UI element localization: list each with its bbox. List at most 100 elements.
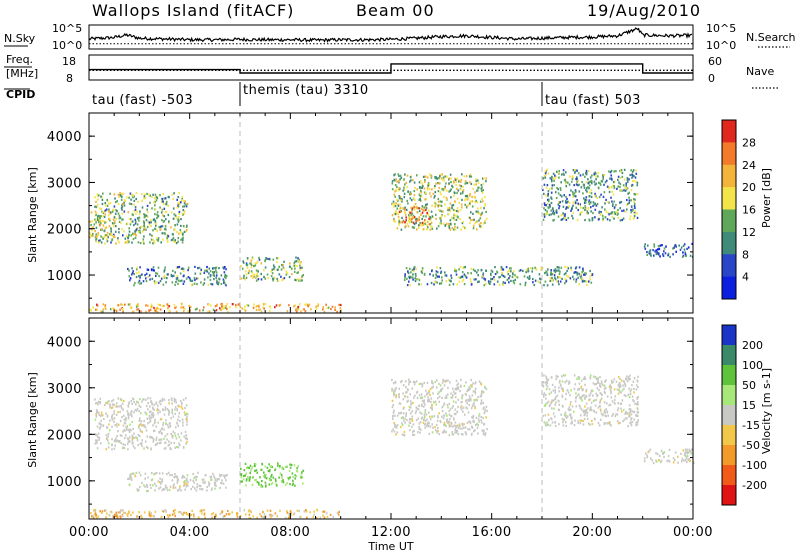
scatter-cell	[451, 207, 453, 210]
scatter-cell	[178, 216, 180, 219]
scatter-cell	[156, 272, 159, 275]
scatter-cell	[286, 511, 289, 514]
scatter-cell	[306, 516, 308, 519]
scatter-cell	[594, 194, 596, 197]
scatter-cell	[128, 227, 130, 230]
scatter-cell	[581, 211, 583, 214]
scatter-cell	[255, 279, 258, 282]
scatter-cell	[486, 428, 488, 431]
scatter-cell	[275, 483, 277, 486]
scatter-cell	[152, 438, 155, 441]
scatter-cell	[149, 308, 152, 311]
scatter-cell	[627, 425, 629, 428]
scatter-cell	[408, 277, 411, 280]
scatter-cell	[102, 237, 104, 240]
scatter-cell	[461, 394, 464, 397]
scatter-cell	[636, 397, 638, 400]
noise-right-tick-high: 10^5	[706, 22, 736, 35]
scatter-cell	[627, 377, 630, 381]
scatter-cell	[689, 459, 691, 462]
nave-tick-low: 0	[708, 72, 715, 85]
scatter-cell	[653, 243, 655, 246]
scatter-cell	[595, 392, 597, 395]
scatter-cell	[240, 265, 242, 268]
scatter-cell	[463, 266, 466, 269]
scatter-cell	[163, 270, 165, 273]
power-colorbar-tick: 28	[742, 136, 756, 149]
scatter-cell	[147, 220, 149, 223]
scatter-cell	[173, 483, 175, 486]
scatter-cell	[437, 426, 439, 430]
scatter-cell	[92, 226, 94, 229]
scatter-cell	[181, 306, 183, 309]
scatter-cell	[410, 206, 412, 209]
scatter-cell	[402, 219, 405, 222]
scatter-cell	[542, 395, 545, 398]
scatter-cell	[147, 489, 149, 492]
scatter-cell	[586, 407, 589, 410]
scatter-cell	[155, 281, 158, 284]
scatter-cell	[431, 408, 433, 411]
scatter-cell	[543, 183, 546, 186]
scatter-cell	[172, 484, 175, 487]
scatter-cell	[115, 513, 117, 516]
scatter-cell	[610, 196, 612, 199]
scatter-cell	[413, 266, 415, 269]
scatter-cell	[427, 184, 430, 187]
scatter-cell	[147, 422, 149, 425]
scatter-cell	[174, 228, 176, 232]
scatter-cell	[119, 516, 122, 519]
scatter-cell	[208, 267, 211, 270]
scatter-cell	[130, 234, 132, 237]
scatter-cell	[440, 193, 442, 196]
scatter-cell	[436, 430, 438, 433]
scatter-cell	[556, 280, 558, 283]
scatter-cell	[170, 397, 173, 400]
scatter-cell	[186, 420, 188, 423]
scatter-cell	[106, 204, 109, 207]
scatter-cell	[612, 181, 615, 184]
scatter-cell	[122, 424, 125, 427]
cpid-segment-tau-fast: tau (fast) 503	[545, 93, 641, 108]
scatter-cell	[142, 423, 145, 427]
scatter-cell	[180, 232, 183, 235]
scatter-cell	[586, 414, 588, 417]
scatter-cell	[288, 512, 291, 515]
scatter-cell	[558, 400, 560, 403]
scatter-cell	[438, 186, 441, 189]
scatter-cell	[186, 229, 188, 232]
scatter-cell	[209, 270, 212, 273]
scatter-cell	[637, 419, 639, 422]
scatter-cell	[278, 476, 280, 479]
scatter-cell	[465, 206, 468, 209]
scatter-cell	[438, 412, 440, 415]
scatter-cell	[619, 176, 622, 180]
scatter-cell	[267, 469, 270, 473]
scatter-cell	[101, 219, 103, 222]
scatter-cell	[396, 207, 399, 210]
scatter-cell	[570, 401, 572, 404]
scatter-cell	[177, 446, 180, 449]
scatter-cell	[394, 173, 396, 176]
scatter-cell	[546, 379, 548, 382]
scatter-cell	[153, 241, 156, 244]
scatter-cell	[429, 425, 432, 428]
scatter-cell	[459, 424, 461, 427]
scatter-cell	[468, 399, 470, 402]
scatter-cell	[457, 276, 460, 279]
scatter-cell	[633, 212, 636, 216]
scatter-cell	[565, 185, 568, 188]
scatter-cell	[146, 435, 149, 438]
scatter-cell	[627, 202, 629, 205]
scatter-cell	[667, 252, 670, 255]
scatter-cell	[163, 197, 165, 200]
scatter-cell	[178, 487, 181, 490]
scatter-cell	[431, 225, 433, 228]
scatter-cell	[558, 275, 560, 278]
scatter-cell	[127, 237, 130, 240]
scatter-cell	[176, 409, 178, 412]
scatter-cell	[464, 227, 467, 230]
scatter-cell	[295, 279, 297, 282]
scatter-cell	[214, 305, 217, 308]
scatter-cell	[111, 425, 113, 428]
